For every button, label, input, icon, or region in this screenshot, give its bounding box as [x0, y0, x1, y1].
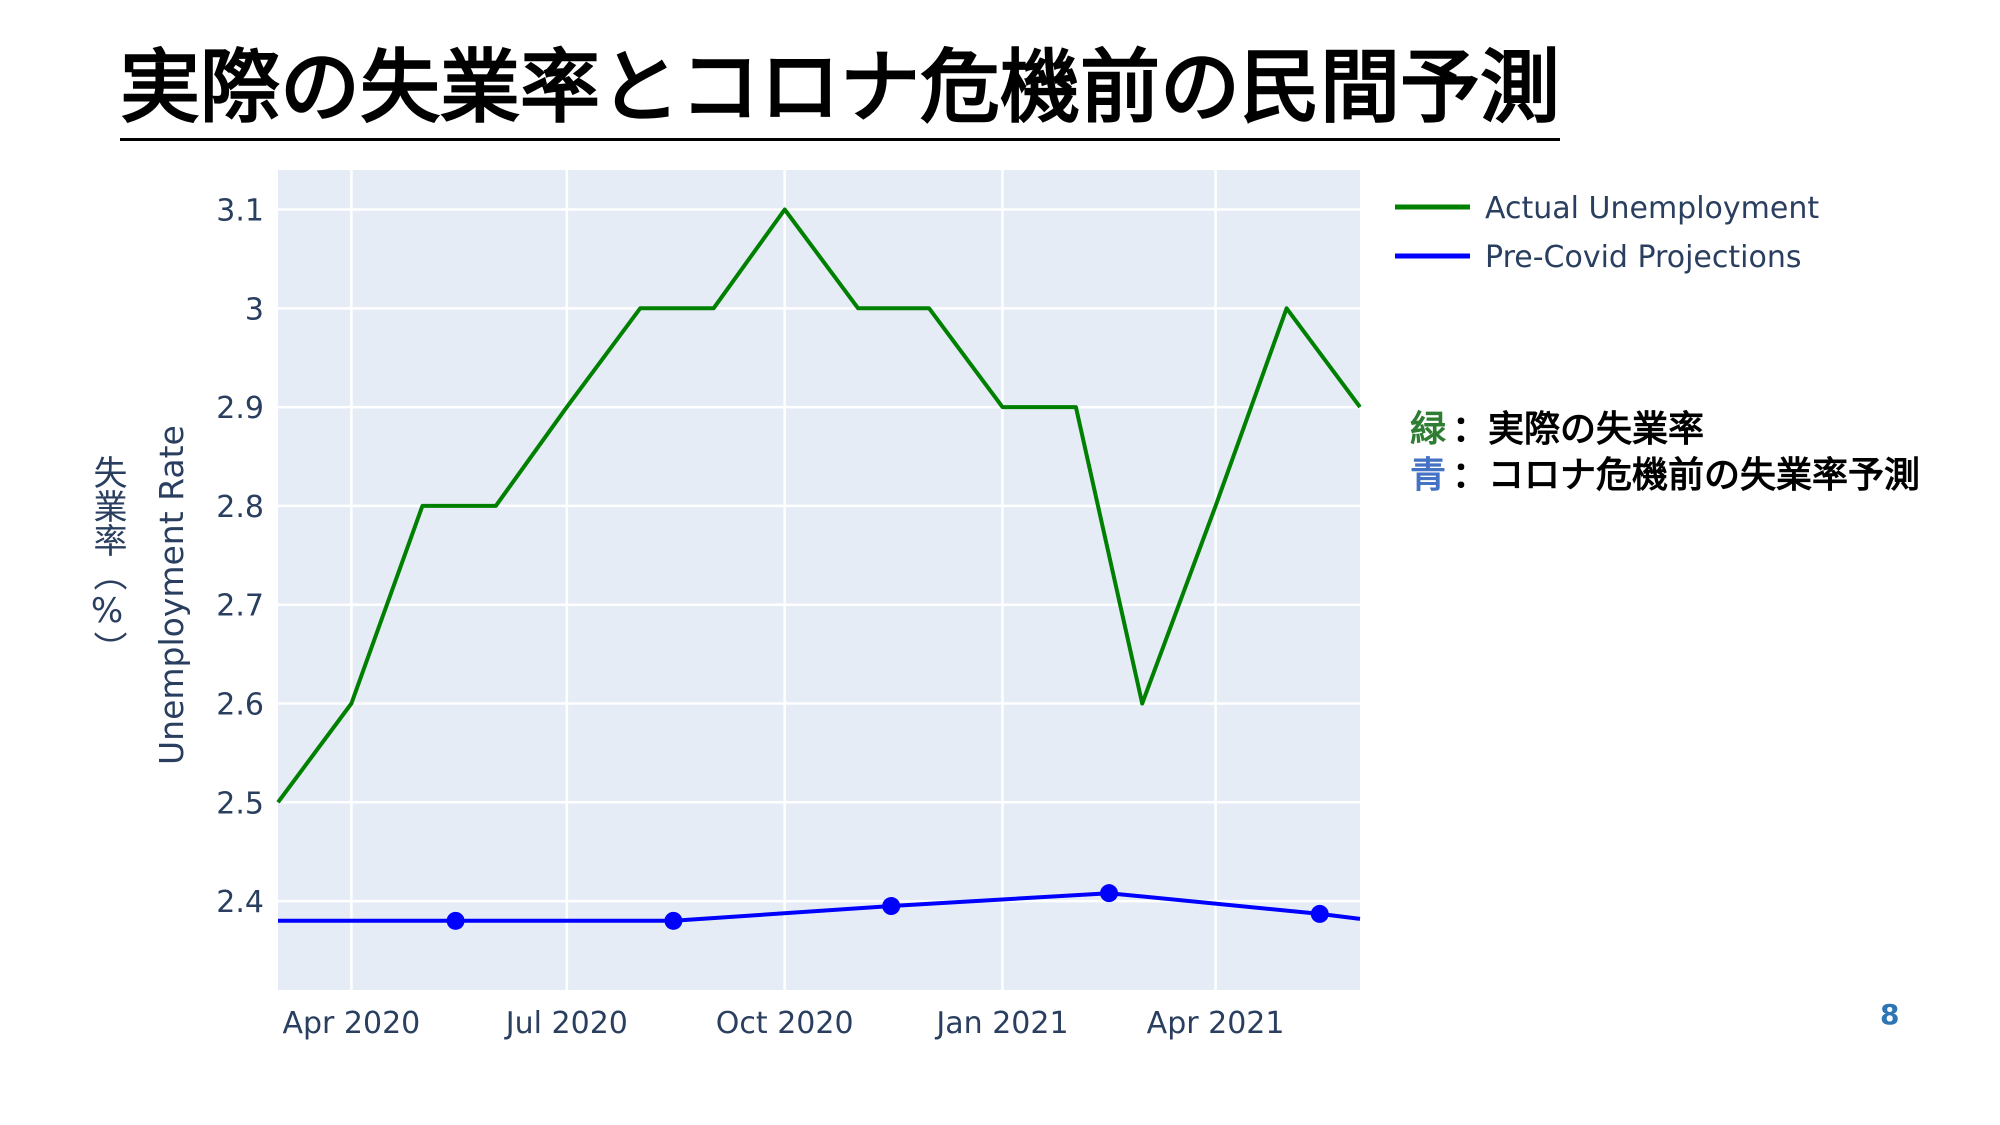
y-tick-label: 2.5 [216, 786, 264, 821]
series-point [1310, 904, 1329, 923]
note-green-key: 緑 [1410, 409, 1447, 450]
note-green: 緑：実際の失業率 [1410, 400, 1704, 452]
grid-lines [278, 170, 1360, 990]
legend-label: Pre-Covid Projections [1485, 240, 1801, 275]
y-tick-label: 2.6 [216, 687, 264, 722]
series-point [446, 911, 465, 930]
x-tick-label: Jan 2021 [934, 1006, 1068, 1041]
legend-label: Actual Unemployment [1485, 191, 1819, 226]
page-number: 8 [1880, 998, 1900, 1031]
y-tick-label: 2.4 [216, 885, 264, 920]
y-axis-title: Unemployment Rate [152, 425, 191, 765]
y-tick-label: 2.9 [216, 391, 264, 426]
y-axis-ticks: 2.4 2.5 2.6 2.7 2.8 2.9 3 3.1 [216, 194, 264, 921]
series-line-1 [276, 207, 1362, 804]
x-axis-ticks: Apr 2020 Jul 2020 Oct 2020 Jan 2021 Apr 2021 [282, 1006, 1284, 1041]
series-point [882, 897, 901, 916]
series-point [664, 911, 683, 930]
series-layer [276, 207, 1362, 930]
x-tick-label: Apr 2020 [282, 1006, 420, 1041]
slide-title: 実際の失業率とコロナ危機前の民間予測 [120, 38, 1560, 141]
y-tick-label: 3 [245, 292, 264, 327]
y-tick-label: 3.1 [216, 194, 264, 229]
x-tick-label: Apr 2021 [1147, 1006, 1285, 1041]
plot-background [278, 170, 1360, 990]
note-blue-key: 青 [1410, 455, 1447, 496]
y-axis-title-jp: 失業率（%） [87, 455, 127, 665]
y-tick-label: 2.7 [216, 589, 264, 624]
legend: Actual Unemployment Pre-Covid Projections [1395, 191, 1819, 275]
y-tick-label: 2.8 [216, 490, 264, 525]
x-tick-label: Oct 2020 [716, 1006, 854, 1041]
note-green-text: ：実際の失業率 [1452, 409, 1705, 450]
series-point [1100, 884, 1119, 903]
x-tick-label: Jul 2020 [504, 1006, 628, 1041]
note-blue-text: ：コロナ危機前の失業率予測 [1452, 455, 1921, 496]
note-blue: 青：コロナ危機前の失業率予測 [1410, 446, 1920, 498]
